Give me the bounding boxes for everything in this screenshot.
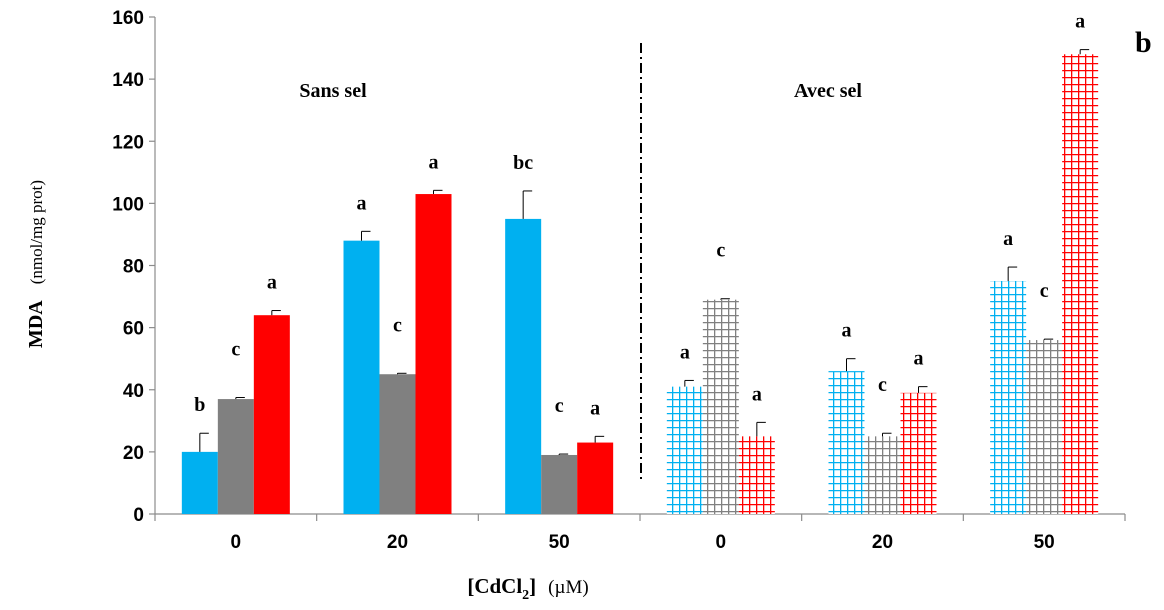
y-tick-label: 120 xyxy=(112,132,144,153)
y-tick-label: 40 xyxy=(123,381,144,402)
bar xyxy=(343,240,380,514)
y-tick-label: 160 xyxy=(112,8,144,29)
y-tick-label: 140 xyxy=(112,70,144,91)
y-tick-label: 0 xyxy=(133,505,144,526)
y-tick-labels: 0 20 40 60 80 100 120 140 160 xyxy=(112,8,144,526)
x-axis-label-sub: 2 xyxy=(522,588,529,603)
significance-letter: b xyxy=(194,394,205,416)
x-tick-label: 0 xyxy=(231,532,242,553)
x-tick-label: 50 xyxy=(1034,532,1055,553)
bar xyxy=(666,386,703,514)
x-axis-label-main: [CdCl xyxy=(467,574,522,598)
bar xyxy=(577,442,614,514)
x-axis-label-close: ] xyxy=(529,574,536,598)
error-bars xyxy=(199,49,1090,455)
x-axis-label-unit: (µM) xyxy=(548,577,589,598)
bars xyxy=(181,54,1099,515)
significance-letter: c xyxy=(716,240,725,262)
group-title-sans-sel: Sans sel xyxy=(299,80,367,102)
y-tick-label: 60 xyxy=(123,319,144,340)
significance-letter: a xyxy=(680,341,690,363)
significance-letter: c xyxy=(1040,280,1049,302)
bar xyxy=(1026,340,1063,514)
x-tick-label: 20 xyxy=(872,532,893,553)
panel-label: b xyxy=(1135,26,1152,59)
significance-letter: a xyxy=(914,348,924,370)
significance-letter: a xyxy=(842,320,852,342)
bar xyxy=(181,451,218,514)
x-tick-label: 20 xyxy=(387,532,408,553)
y-tick-label: 80 xyxy=(123,257,144,278)
significance-letter: a xyxy=(429,151,439,173)
bar xyxy=(253,315,290,514)
bar xyxy=(738,436,775,514)
significance-letter: a xyxy=(267,272,277,294)
significance-letter: a xyxy=(357,192,367,214)
y-axis-label: MDA (nmol/mg prot) xyxy=(25,180,47,348)
group-title-avec-sel: Avec sel xyxy=(794,80,862,102)
bar xyxy=(864,436,901,514)
x-tick-label: 0 xyxy=(716,532,727,553)
bar xyxy=(702,299,739,514)
significance-letter: a xyxy=(1075,11,1085,33)
x-tick-label: 50 xyxy=(549,532,570,553)
significance-letter: a xyxy=(1003,228,1013,250)
bar xyxy=(379,374,416,514)
bar xyxy=(900,392,937,514)
bar xyxy=(828,371,865,514)
significance-letter: a xyxy=(590,397,600,419)
x-tick-labels: 0 20 50 0 20 50 xyxy=(231,532,1055,553)
significance-letter: c xyxy=(231,339,240,361)
bar xyxy=(415,194,452,514)
bar xyxy=(990,281,1027,514)
y-axis-label-main: MDA xyxy=(25,300,47,348)
y-axis-label-unit: (nmol/mg prot) xyxy=(27,180,46,284)
bar xyxy=(505,218,542,514)
significance-letter: c xyxy=(555,395,564,417)
bar xyxy=(1062,54,1099,515)
y-tick-label: 20 xyxy=(123,443,144,464)
axes xyxy=(149,16,1126,521)
bar xyxy=(217,399,254,514)
significance-letter: a xyxy=(752,383,762,405)
bar xyxy=(541,454,578,514)
x-axis-label: [CdCl2] (µM) xyxy=(467,574,588,603)
significance-letter: c xyxy=(878,374,887,396)
y-tick-label: 100 xyxy=(112,194,144,215)
significance-letter: c xyxy=(393,314,402,336)
significance-letter: bc xyxy=(513,152,533,174)
